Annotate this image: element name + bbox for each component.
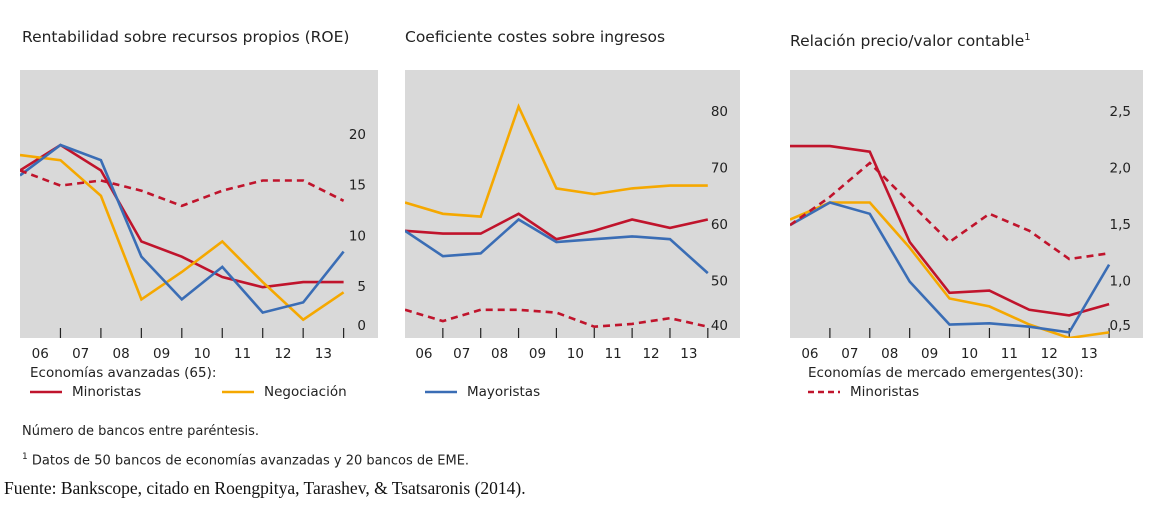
series-line — [405, 308, 709, 329]
x-tick-label: 06 — [32, 346, 49, 362]
x-tick-label: 10 — [961, 346, 978, 362]
plot-background — [405, 70, 740, 338]
y-tick-label: 2,0 — [1110, 161, 1131, 177]
charts: 0 5 10 15 20 06 07 08 09 10 11 12 13 40 50 60 70 80 06 07 08… — [20, 70, 1143, 400]
source: Fuente: Bankscope, citado en Roengpitya,… — [4, 478, 526, 498]
chart-title: Coeficiente costes sobre ingresos — [405, 28, 666, 46]
series-line — [790, 201, 1110, 338]
x-tick-label: 11 — [234, 346, 251, 362]
series-line — [20, 153, 345, 322]
x-tick-label: 10 — [567, 346, 584, 362]
series-line — [790, 161, 1110, 261]
y-tick-label: 60 — [711, 217, 728, 233]
x-tick-label: 06 — [415, 346, 432, 362]
x-tick-label: 13 — [680, 346, 697, 362]
x-tick-label: 11 — [605, 346, 622, 362]
legend-title: Economías de mercado emergentes(30): — [808, 365, 1084, 381]
y-tick-label: 1,0 — [1110, 274, 1131, 290]
plot-background — [790, 70, 1143, 338]
y-tick-label: 2,5 — [1110, 104, 1131, 120]
note: Número de bancos entre paréntesis. — [22, 424, 260, 439]
x-tick-label: 13 — [1081, 346, 1098, 362]
legend-label: Negociación — [264, 384, 347, 400]
y-tick-label: 0,5 — [1110, 318, 1131, 334]
x-tick-label: 09 — [529, 346, 546, 362]
chart-title: Relación precio/valor contable1 — [790, 28, 1150, 51]
y-tick-label: 1,5 — [1110, 217, 1131, 233]
x-tick-label: 07 — [453, 346, 470, 362]
x-tick-label: 11 — [1001, 346, 1018, 362]
series-line — [20, 169, 345, 208]
chart-title: Rentabilidad sobre recursos propios (ROE… — [22, 28, 350, 46]
y-tick-label: 20 — [349, 127, 366, 143]
y-tick-label: 70 — [711, 161, 728, 177]
y-tick-label: 10 — [349, 228, 366, 244]
x-tick-label: 12 — [642, 346, 659, 362]
x-tick-label: 12 — [274, 346, 291, 362]
series-line — [405, 212, 709, 241]
note: 1 Datos de 50 bancos de economías avanza… — [22, 452, 469, 468]
note-text: Datos de 50 bancos de economías avanzada… — [31, 453, 470, 469]
plot-background — [20, 70, 378, 338]
legend-label: Minoristas — [850, 384, 919, 400]
series-line — [790, 144, 1110, 317]
y-tick-label: 80 — [711, 104, 728, 120]
series-line — [20, 143, 344, 289]
x-tick-label: 13 — [315, 346, 332, 362]
x-tick-label: 08 — [113, 346, 130, 362]
y-tick-label: 5 — [357, 279, 366, 295]
legend-label: Mayoristas — [467, 384, 540, 400]
x-tick-label: 07 — [72, 346, 89, 362]
x-tick-label: 08 — [881, 346, 898, 362]
y-tick-label: 0 — [357, 318, 366, 334]
note-mark: 1 — [22, 452, 28, 462]
x-tick-label: 07 — [841, 346, 858, 362]
x-tick-label: 08 — [491, 346, 508, 362]
series-line — [20, 143, 345, 315]
series-line — [405, 217, 709, 275]
x-tick-label: 06 — [801, 346, 818, 362]
x-tick-label: 10 — [193, 346, 210, 362]
series-line — [405, 103, 708, 218]
title-note: 1 — [1024, 32, 1031, 43]
x-tick-label: 09 — [153, 346, 170, 362]
legend-title: Economías avanzadas (65): — [30, 365, 216, 381]
x-tick-label: 09 — [921, 346, 938, 362]
x-tick-label: 12 — [1041, 346, 1058, 362]
series-line — [790, 201, 1111, 334]
y-tick-label: 15 — [349, 178, 366, 194]
y-tick-label: 50 — [711, 274, 728, 290]
title-text: Relación precio/valor contable — [790, 32, 1025, 51]
y-tick-label: 40 — [711, 318, 728, 334]
legend-label: Minoristas — [72, 384, 141, 400]
